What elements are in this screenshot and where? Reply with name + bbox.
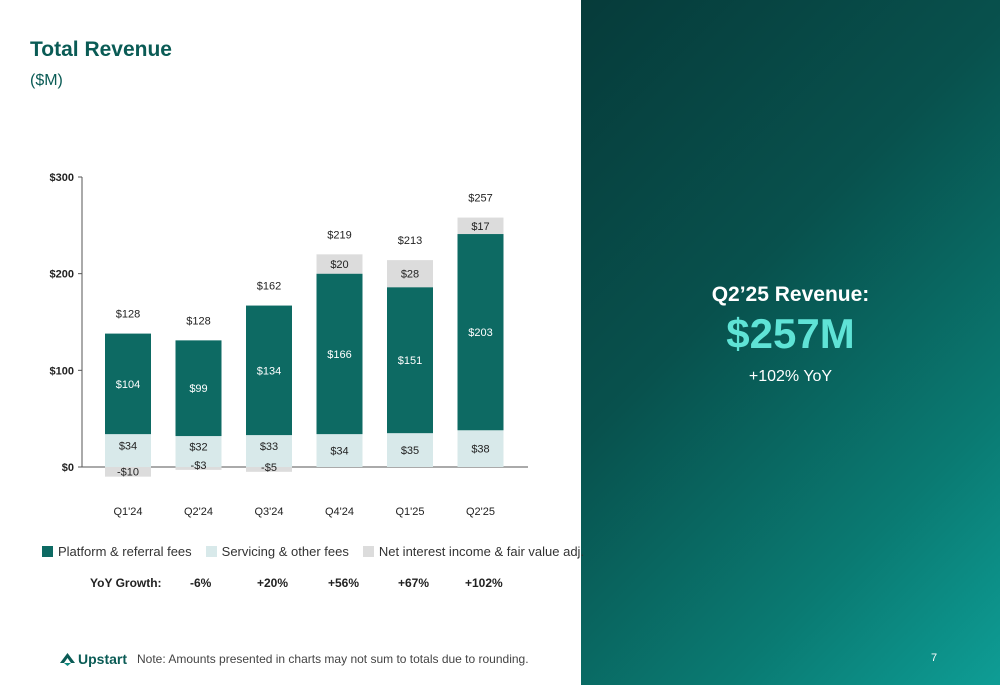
highlight-panel [581,0,1000,685]
bar-platform [387,287,433,434]
data-label-servicing: $32 [189,442,207,454]
data-label-total: $162 [257,281,281,293]
footnote: Note: Amounts presented in charts may no… [137,652,529,666]
bar-net-interest [316,254,363,274]
legend-item-platform: Platform & referral fees [42,544,192,559]
data-label-platform: $203 [468,327,492,339]
bar-net-interest [457,217,504,235]
data-label-net-interest: -$10 [117,467,139,479]
legend-swatch-servicing [205,546,217,557]
data-label-total: $128 [116,309,140,321]
legend-item-net-interest: Net interest income & fair value adj. [362,544,585,559]
data-label-servicing: $35 [401,445,419,457]
page-subtitle: ($M) [30,72,63,89]
bar-platform [246,305,292,436]
data-label-net-interest: $17 [471,221,489,233]
yoy-growth-q2-25: +102% [465,576,503,590]
bar-net-interest [105,467,151,477]
page-number: 7 [931,652,938,664]
legend-swatch-net-interest [362,546,374,557]
data-label-total: $257 [468,193,492,205]
yoy-growth-q2-24: -6% [190,576,212,590]
data-label-total: $213 [398,235,422,247]
yoy-growth-q4-24: +56% [328,576,360,590]
data-label-platform: $99 [189,383,207,395]
data-label-servicing: $34 [330,446,348,458]
data-label-servicing: $33 [260,441,278,453]
data-label-net-interest: $20 [330,259,348,271]
data-label-net-interest: -$5 [261,462,277,474]
x-tick-label: Q4'24 [325,506,354,518]
highlight-yoy: +102% YoY [748,368,833,385]
legend-label-servicing: Servicing & other fees [221,544,349,559]
legend-label-platform: Platform & referral fees [58,544,192,559]
bar-servicing [246,435,292,467]
logo-text: Upstart [78,651,128,667]
data-label-net-interest: $28 [401,269,419,281]
bar-platform [457,234,504,431]
bar-net-interest [175,467,222,470]
bar-servicing [105,434,151,467]
bar-platform [175,340,222,437]
y-tick-label: $0 [62,462,74,474]
highlight-value: $257M [726,310,855,357]
data-label-platform: $134 [257,365,281,377]
bar-platform [316,273,363,435]
bar-servicing [316,434,363,467]
data-label-servicing: $34 [119,441,137,453]
x-tick-label: Q3'24 [254,506,283,518]
bar-platform [105,333,151,435]
x-tick-label: Q1'24 [113,506,142,518]
legend-item-servicing: Servicing & other fees [205,544,349,559]
data-label-platform: $104 [116,379,140,391]
data-label-platform: $151 [398,355,422,367]
yoy-growth-q3-24: +20% [257,576,289,590]
x-tick-label: Q2'25 [466,506,495,518]
bar-net-interest [246,467,292,472]
page-title: Total Revenue [30,38,172,61]
revenue-bar-chart: $0 $100 $200 $300 $34 $104 -$10 $128 Q1'24 $32 $99… [50,172,528,518]
data-label-servicing: $38 [471,444,489,456]
y-tick-label: $300 [50,172,74,184]
bar-servicing [175,436,222,467]
data-label-platform: $166 [327,349,351,361]
data-label-net-interest: -$3 [191,460,207,472]
y-tick-label: $100 [50,365,74,377]
yoy-growth-label: YoY Growth: [90,576,162,590]
x-tick-label: Q1'25 [395,506,424,518]
data-label-total: $128 [186,315,210,327]
chart-legend: Platform & referral fees Servicing & oth… [42,544,584,559]
bar-net-interest [387,260,433,288]
data-label-total: $219 [327,229,351,241]
x-tick-label: Q2'24 [184,506,213,518]
upstart-logo: Upstart [60,651,127,667]
legend-swatch-platform [42,546,53,557]
highlight-title: Q2’25 Revenue: [711,283,870,306]
upstart-chevron-icon [60,652,75,666]
legend-label-net-interest: Net interest income & fair value adj. [378,544,585,559]
bar-servicing [387,433,433,467]
bar-servicing [457,430,504,467]
y-tick-label: $200 [50,269,74,281]
yoy-growth-q1-25: +67% [398,576,430,590]
